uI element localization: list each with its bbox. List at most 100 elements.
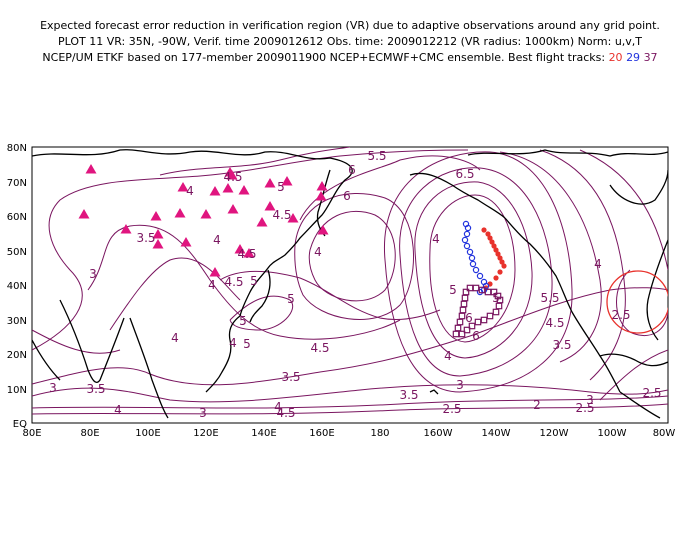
contour-label: 4.5 (272, 208, 291, 222)
coastline-north-america-north (467, 149, 668, 157)
contour-label: 4 (432, 232, 440, 246)
lat-label: 10N (7, 385, 27, 396)
track-37-marker (484, 288, 492, 296)
station-triangle (256, 217, 268, 227)
lat-label: 20N (7, 350, 27, 361)
track-37-marker (490, 288, 498, 296)
contour-label: 4 (314, 245, 322, 259)
title-line-3-text: NCEP/UM ETKF based on 177-member 2009011… (42, 51, 609, 64)
lon-label: 100W (598, 428, 627, 439)
track-29-marker (472, 266, 480, 274)
track-29-marker (476, 272, 484, 280)
contour-label: 5 (287, 292, 295, 306)
track-20-marker (493, 247, 499, 253)
contour-label: 6 (465, 311, 473, 325)
contour-line (32, 287, 668, 386)
track-37-label: 37 (643, 51, 658, 64)
contour-line (429, 194, 516, 343)
station-triangle (264, 178, 276, 188)
track-20-marker (487, 235, 493, 241)
contour-label: 5 (277, 180, 285, 194)
contour-label: 4 (213, 233, 221, 247)
track-37-marker (495, 302, 503, 310)
contour-label: 3 (49, 381, 57, 395)
track-37-marker (468, 322, 476, 330)
track-20-marker (493, 275, 499, 281)
contour-line (109, 257, 241, 331)
contour-label: 2 (533, 398, 541, 412)
lon-label: 160W (424, 428, 453, 439)
station-triangle (85, 164, 97, 174)
coastline-southeast-asia (129, 317, 169, 419)
station-triangle (316, 181, 328, 191)
contour-label: 4 (114, 403, 122, 417)
track-20-marker (499, 259, 505, 265)
contour-label: 4.5 (223, 170, 242, 184)
track-29-marker (466, 248, 474, 256)
coastline-eurasia-north (32, 149, 353, 317)
track-37-marker (494, 292, 502, 300)
title-line-3: NCEP/UM ETKF based on 177-member 2009011… (0, 50, 700, 66)
coastline-east-asia (205, 315, 241, 393)
station-triangle (243, 248, 255, 258)
contour-label: 5 (492, 291, 500, 305)
lat-label: 50N (7, 247, 27, 258)
longitude-ticks: 80E 80E 100E 120E 140E 160E 180 160W 140… (22, 428, 675, 439)
station-triangle (287, 213, 299, 223)
station-triangle (315, 191, 327, 201)
contour-label: 5 (449, 283, 457, 297)
station-triangle (317, 225, 329, 235)
contour-label: 2.5 (442, 402, 461, 416)
track-37-marker (466, 284, 474, 292)
track-29-marker (463, 242, 471, 250)
track-29-marker (463, 230, 471, 238)
contour-label: 2.5 (611, 308, 630, 322)
contour-line (539, 149, 626, 381)
coastline-arabia (32, 339, 61, 381)
title-block: Expected forecast error reduction in ver… (0, 18, 700, 66)
contour-line (159, 147, 351, 176)
lon-label: 80E (80, 428, 99, 439)
track-29-marker (469, 260, 477, 268)
contour-label: 3.5 (552, 338, 571, 352)
contour-label: 3.5 (399, 388, 418, 402)
contour-label: 5.5 (540, 291, 559, 305)
station-triangle (180, 237, 192, 247)
coastline-hudson (609, 169, 668, 205)
contour-lines (32, 147, 668, 415)
station-triangle (209, 267, 221, 277)
title-line-1: Expected forecast error reduction in ver… (40, 19, 660, 32)
title-line-2: PLOT 11 VR: 35N, -90W, Verif. time 20090… (57, 35, 643, 48)
contour-line (383, 151, 573, 393)
contour-label: 3.5 (281, 370, 300, 384)
track-20-marker (481, 227, 487, 233)
track-20-marker (485, 231, 491, 237)
station-triangle (281, 176, 293, 186)
station-triangle (264, 201, 276, 211)
contour-line (599, 349, 668, 401)
contour-line (299, 155, 481, 221)
contour-label: 3 (89, 267, 97, 281)
station-triangle (177, 182, 189, 192)
contour-label: 4 (208, 278, 216, 292)
station-triangle (222, 183, 234, 193)
contour-label: 4 (594, 257, 602, 271)
track-20-marker (489, 239, 495, 245)
contour-label: 2.5 (575, 401, 594, 415)
contour-label: 3.5 (86, 382, 105, 396)
contour-label: 5 (243, 337, 251, 351)
station-triangle (238, 185, 250, 195)
coastline-hawaii (429, 389, 439, 395)
track-20-label: 20 (608, 51, 623, 64)
contour-label: 2.5 (642, 386, 661, 400)
lon-label: 120E (193, 428, 218, 439)
station-triangle (174, 208, 186, 218)
station-triangle (152, 239, 164, 249)
track-37-marker (478, 286, 486, 294)
observation-stations (78, 164, 329, 277)
contour-label: 4.5 (276, 406, 295, 420)
contour-label: 4 (229, 336, 237, 350)
contour-label: 6 (472, 329, 480, 343)
